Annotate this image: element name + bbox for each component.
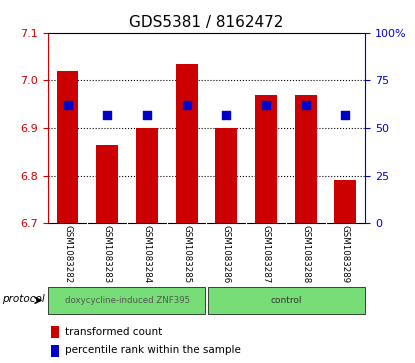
Point (303, 102, 309, 108)
Bar (51, 345, 59, 357)
Bar (96, 144, 118, 223)
Text: GSM1083286: GSM1083286 (222, 225, 231, 284)
Bar (255, 95, 277, 223)
Bar (51, 326, 59, 338)
Text: percentile rank within the sample: percentile rank within the sample (65, 346, 241, 355)
Text: GSM1083285: GSM1083285 (182, 225, 191, 284)
Point (144, 112, 150, 118)
Text: doxycycline-induced ZNF395: doxycycline-induced ZNF395 (64, 296, 190, 305)
Title: GDS5381 / 8162472: GDS5381 / 8162472 (129, 15, 283, 30)
Text: protocol: protocol (2, 294, 45, 304)
Bar (48, 287, 205, 314)
Text: GSM1083289: GSM1083289 (341, 225, 350, 283)
Bar (136, 128, 158, 223)
Text: GSM1083288: GSM1083288 (301, 225, 310, 284)
Text: control: control (270, 296, 302, 305)
Point (183, 102, 190, 108)
Bar (57, 71, 78, 223)
Bar (215, 128, 237, 223)
Bar (176, 64, 198, 223)
Bar (334, 180, 356, 223)
Text: GSM1083287: GSM1083287 (261, 225, 271, 284)
Point (64, 102, 71, 108)
Point (223, 112, 229, 118)
Text: GSM1083282: GSM1083282 (63, 225, 72, 284)
Text: GSM1083284: GSM1083284 (142, 225, 151, 284)
Text: transformed count: transformed count (65, 327, 162, 337)
Bar (208, 287, 365, 314)
Point (263, 102, 269, 108)
Text: GSM1083283: GSM1083283 (103, 225, 112, 284)
Bar (295, 95, 317, 223)
Point (342, 112, 349, 118)
Point (104, 112, 110, 118)
